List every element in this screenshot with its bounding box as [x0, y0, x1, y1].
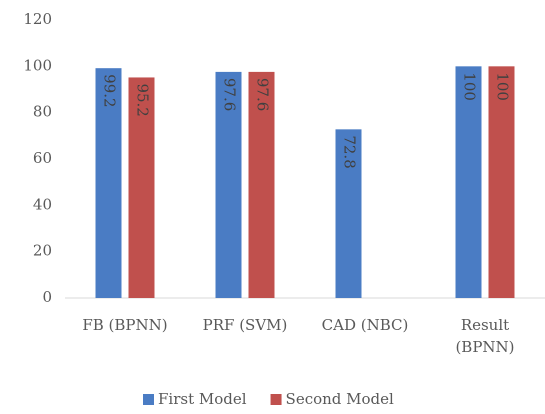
y-tick-label: 0: [42, 288, 52, 306]
value-label: 97.6: [221, 78, 239, 111]
x-tick-label: FB (BPNN): [82, 316, 167, 334]
value-label: 100: [461, 72, 479, 101]
bar: [95, 68, 122, 298]
value-label: 99.2: [101, 74, 119, 107]
value-label: 100: [494, 72, 512, 101]
bar: [335, 129, 362, 298]
bar: [488, 66, 515, 298]
x-tick-label: Result (BPNN): [455, 316, 514, 356]
x-tick-line: Result: [461, 316, 509, 334]
y-tick-label: 60: [33, 149, 52, 167]
bar: [455, 66, 482, 298]
x-tick-label: CAD (NBC): [322, 316, 409, 334]
bar: [215, 71, 242, 298]
bar: [248, 71, 275, 298]
legend-swatch: [270, 394, 282, 405]
value-label: 97.6: [254, 78, 272, 111]
x-tick-label: PRF (SVM): [203, 316, 288, 334]
y-tick-label: 80: [33, 103, 52, 121]
y-tick-label: 120: [23, 10, 52, 28]
value-label: 95.2: [134, 83, 152, 116]
value-label: 72.8: [341, 135, 359, 168]
legend-label: First Model: [158, 390, 247, 408]
y-tick-label: 40: [33, 195, 52, 213]
legend-label: Second Model: [286, 390, 394, 408]
bar: [128, 77, 155, 298]
y-tick-label: 100: [23, 56, 52, 74]
legend-swatch: [143, 394, 154, 405]
y-tick-label: 20: [33, 242, 52, 260]
x-tick-line: (BPNN): [455, 338, 514, 356]
